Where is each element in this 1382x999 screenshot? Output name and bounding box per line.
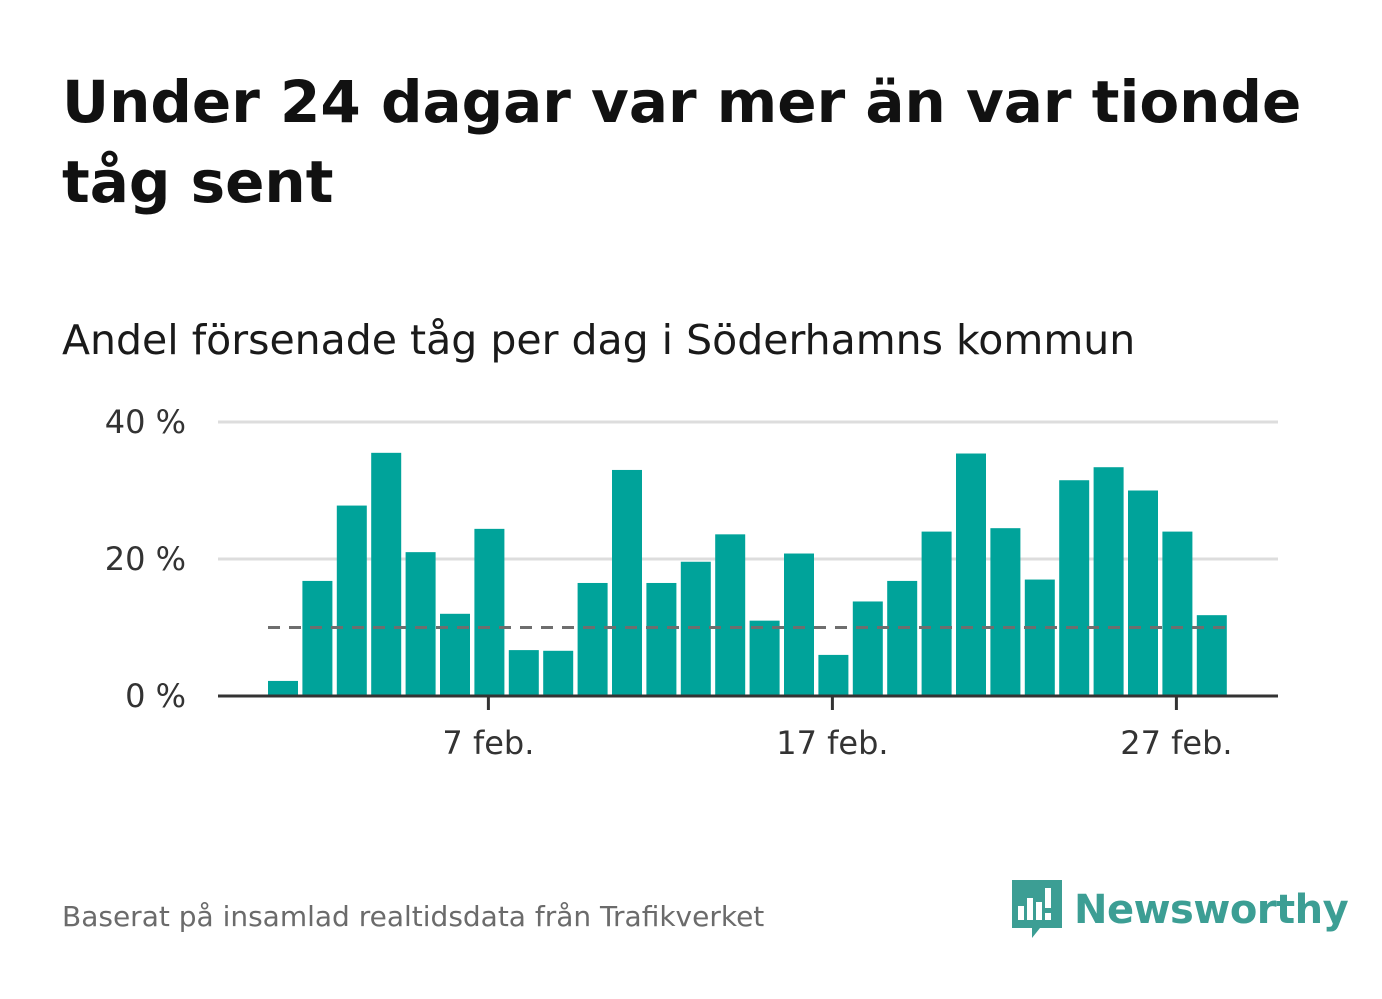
y-tick-label: 20 % xyxy=(105,540,186,578)
bar xyxy=(508,650,539,696)
axes: 0 % 20 % 40 % 7 feb. 17 feb. 27 feb. xyxy=(105,403,1278,762)
bar xyxy=(646,582,677,696)
bar xyxy=(852,601,883,696)
bar xyxy=(1093,467,1124,696)
bar xyxy=(405,552,436,696)
x-tick-label: 27 feb. xyxy=(1120,724,1232,762)
y-tick-label: 40 % xyxy=(105,403,186,441)
bar xyxy=(715,534,746,696)
bar xyxy=(577,582,608,696)
x-tick-label: 7 feb. xyxy=(442,724,534,762)
bar xyxy=(612,469,642,696)
bars xyxy=(268,452,1227,696)
bar xyxy=(336,505,367,696)
bar xyxy=(784,553,814,696)
x-tick-label: 17 feb. xyxy=(776,724,888,762)
chart-title: Under 24 dagar var mer än var tionde tåg… xyxy=(62,68,1302,216)
bar xyxy=(887,580,918,696)
source-note: Baserat på insamlad realtidsdata från Tr… xyxy=(62,900,765,933)
bar xyxy=(749,620,780,696)
bar xyxy=(956,453,986,696)
newsworthy-logo-icon xyxy=(1012,880,1062,938)
brand-name: Newsworthy xyxy=(1074,887,1349,933)
newsworthy-logo: Newsworthy xyxy=(1012,878,1349,942)
bar xyxy=(268,680,298,696)
bar xyxy=(302,580,333,696)
bar xyxy=(921,531,952,696)
bar-chart: 0 % 20 % 40 % 7 feb. 17 feb. 27 feb. xyxy=(105,403,1278,762)
bar xyxy=(1128,490,1158,696)
bar xyxy=(818,654,849,696)
bar xyxy=(990,528,1021,696)
bar xyxy=(1059,480,1090,696)
y-tick-label: 0 % xyxy=(125,677,186,715)
chart-subtitle: Andel försenade tåg per dag i Söderhamns… xyxy=(62,316,1136,364)
bar xyxy=(1024,579,1055,696)
bar xyxy=(371,452,402,696)
bar xyxy=(474,528,505,696)
bar xyxy=(543,650,574,696)
bar xyxy=(1162,531,1193,696)
